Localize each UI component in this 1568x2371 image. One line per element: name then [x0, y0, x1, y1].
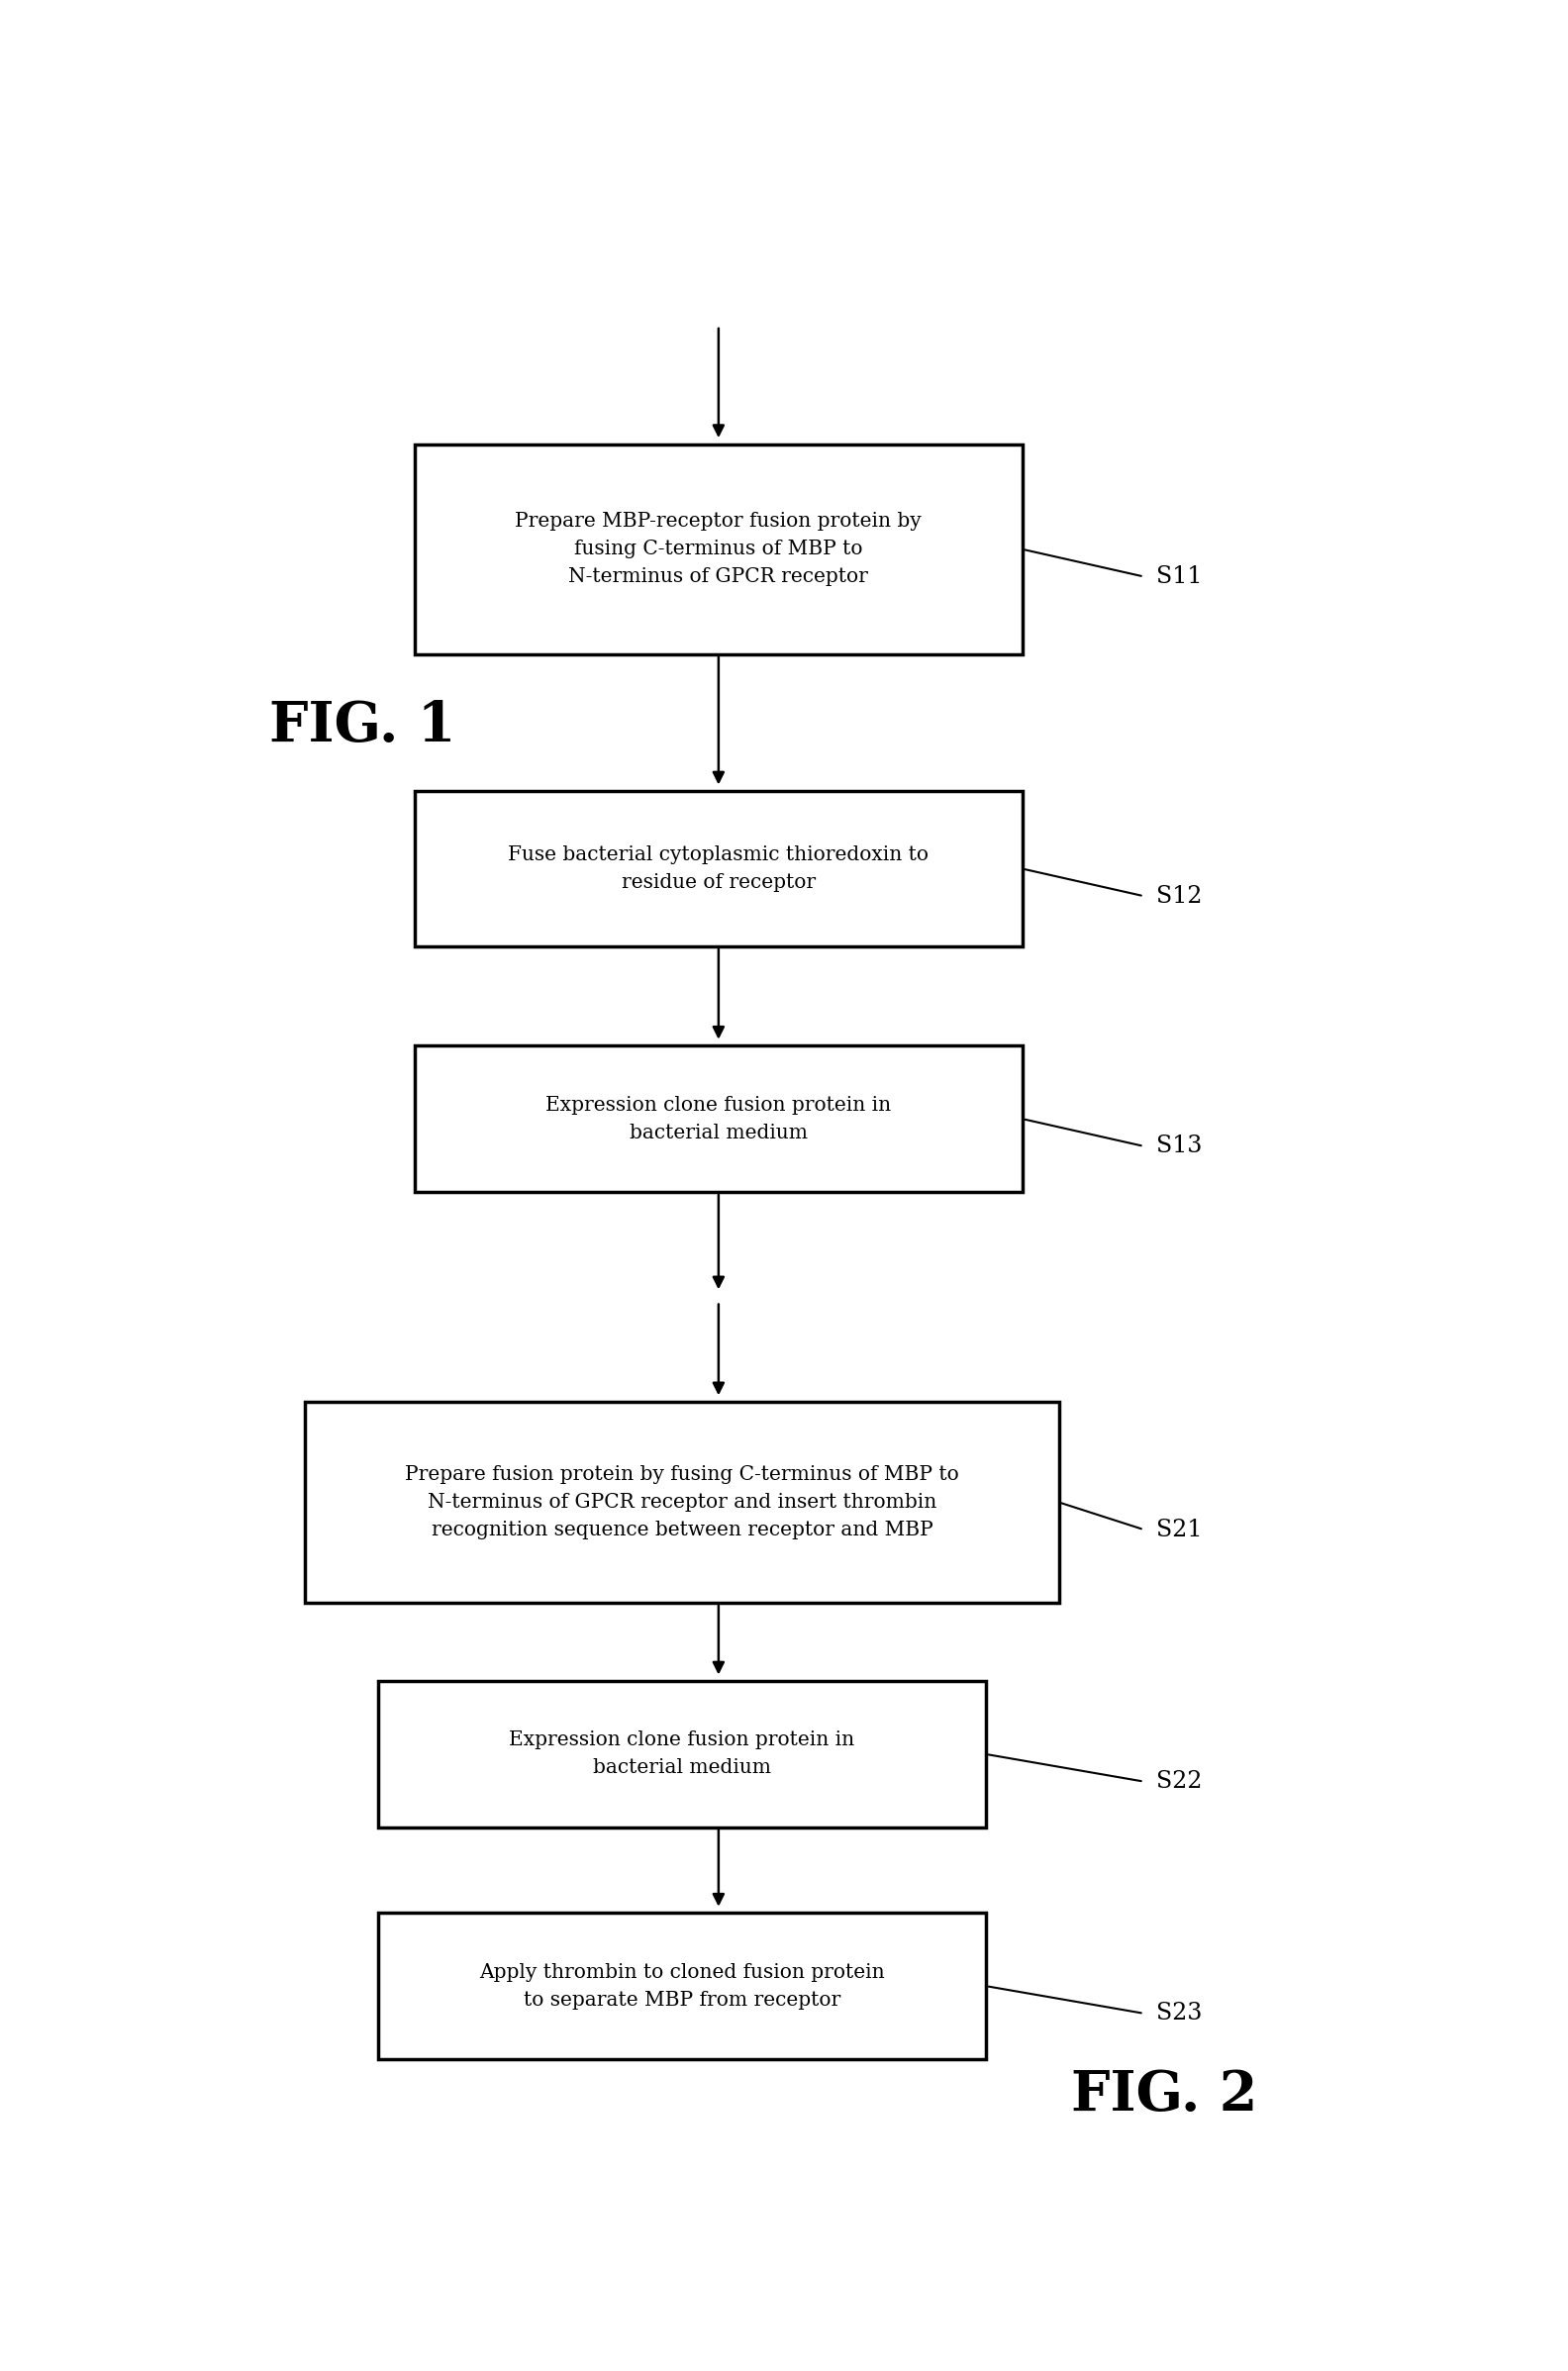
Bar [378, 1681, 986, 1828]
Bar [414, 1046, 1022, 1193]
Text: Fuse bacterial cytoplasmic thioredoxin to
residue of receptor: Fuse bacterial cytoplasmic thioredoxin t… [508, 846, 928, 891]
Text: S21: S21 [1156, 1517, 1203, 1541]
Text: Expression clone fusion protein in
bacterial medium: Expression clone fusion protein in bacte… [510, 1731, 855, 1778]
Bar [414, 443, 1022, 654]
Text: Prepare fusion protein by fusing C-terminus of MBP to
N-terminus of GPCR recepto: Prepare fusion protein by fusing C-termi… [405, 1465, 960, 1539]
Text: FIG. 2: FIG. 2 [1071, 2068, 1258, 2122]
Text: Prepare MBP-receptor fusion protein by
fusing C-terminus of MBP to
N-terminus of: Prepare MBP-receptor fusion protein by f… [516, 512, 922, 586]
Text: Apply thrombin to cloned fusion protein
to separate MBP from receptor: Apply thrombin to cloned fusion protein … [480, 1963, 884, 2008]
Bar [414, 792, 1022, 946]
Text: S13: S13 [1156, 1136, 1203, 1157]
Text: FIG. 1: FIG. 1 [270, 699, 455, 754]
Text: Expression clone fusion protein in
bacterial medium: Expression clone fusion protein in bacte… [546, 1095, 891, 1143]
Bar [378, 1913, 986, 2058]
Text: S12: S12 [1156, 884, 1203, 908]
Text: S23: S23 [1156, 2001, 1203, 2025]
Text: S11: S11 [1156, 564, 1203, 588]
Text: S22: S22 [1156, 1771, 1203, 1792]
Bar [306, 1401, 1058, 1603]
